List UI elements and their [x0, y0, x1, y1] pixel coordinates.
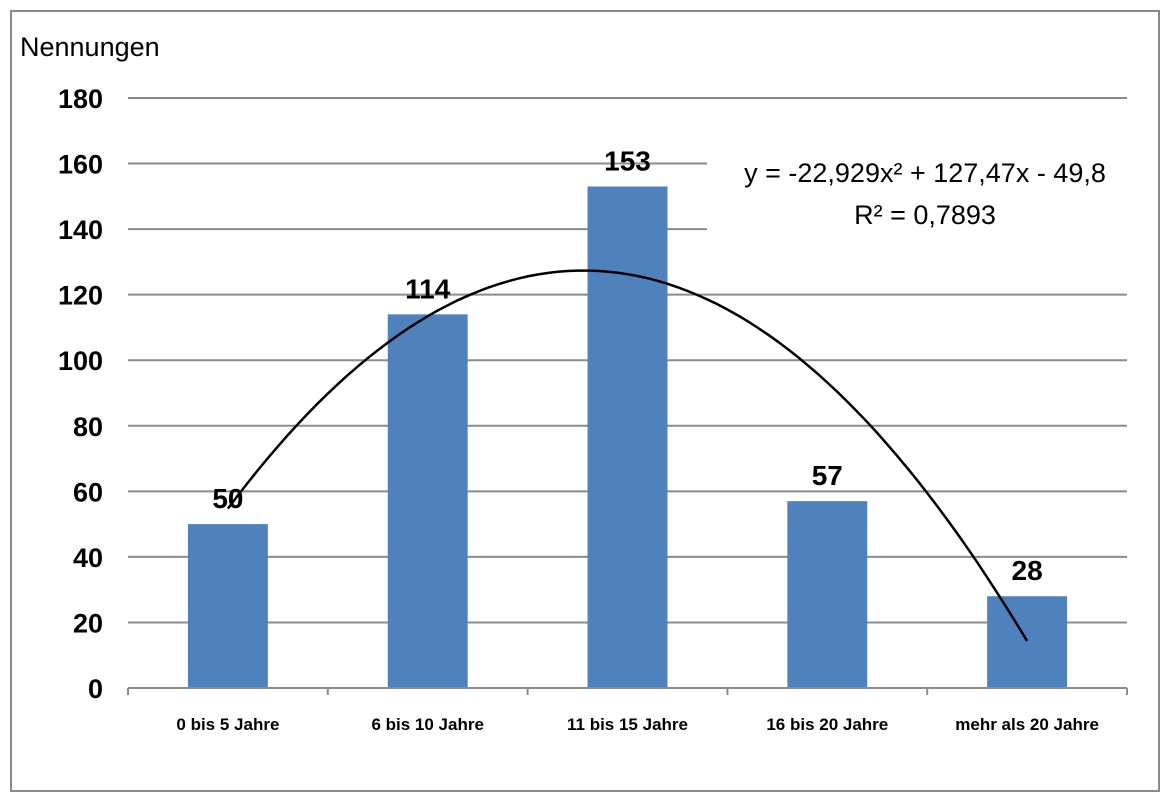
data-labels: 50 114 153 57 28: [212, 146, 1042, 587]
y-axis-ticks: 0 20 40 60 80 100 120 140 160 180: [58, 84, 103, 704]
x-tick-label: 0 bis 5 Jahre: [176, 715, 279, 734]
y-tick-label: 140: [58, 215, 103, 245]
y-tick-label: 180: [58, 84, 103, 114]
trendline: [226, 269, 1029, 642]
y-tick-label: 120: [58, 281, 103, 311]
x-tick-label: 16 bis 20 Jahre: [766, 715, 888, 734]
y-tick-label: 0: [88, 674, 103, 704]
x-tick-label: mehr als 20 Jahre: [955, 715, 1099, 734]
x-axis: [127, 687, 1128, 695]
data-label: 57: [812, 460, 843, 491]
data-label: 28: [1012, 555, 1043, 586]
data-label: 50: [212, 483, 243, 514]
trendline-equation-text: y = -22,929x² + 127,47x - 49,8: [744, 158, 1106, 188]
y-tick-label: 160: [58, 150, 103, 180]
bar: [987, 596, 1068, 688]
y-tick-label: 40: [73, 543, 103, 573]
y-axis-unit-label: Nennungen: [20, 32, 160, 62]
data-label: 114: [405, 273, 451, 304]
trendline-curve: [226, 269, 1029, 642]
data-label: 153: [604, 146, 651, 177]
bar: [587, 186, 668, 688]
equation-background: [707, 150, 1143, 250]
y-tick-label: 80: [73, 412, 103, 442]
bars: [187, 186, 1068, 688]
trendline-equation: y = -22,929x² + 127,47x - 49,8 R² = 0,78…: [707, 150, 1143, 250]
bar: [787, 501, 868, 688]
y-tick-label: 20: [73, 608, 103, 638]
bar: [387, 314, 468, 688]
trendline-r2-text: R² = 0,7893: [854, 200, 996, 230]
y-tick-label: 60: [73, 477, 103, 507]
x-tick-label: 11 bis 15 Jahre: [567, 715, 688, 734]
x-axis-labels: 0 bis 5 Jahre 6 bis 10 Jahre 11 bis 15 Jah…: [176, 715, 1099, 734]
y-tick-label: 100: [58, 346, 103, 376]
x-tick-label: 6 bis 10 Jahre: [371, 715, 483, 734]
bar: [187, 524, 268, 688]
